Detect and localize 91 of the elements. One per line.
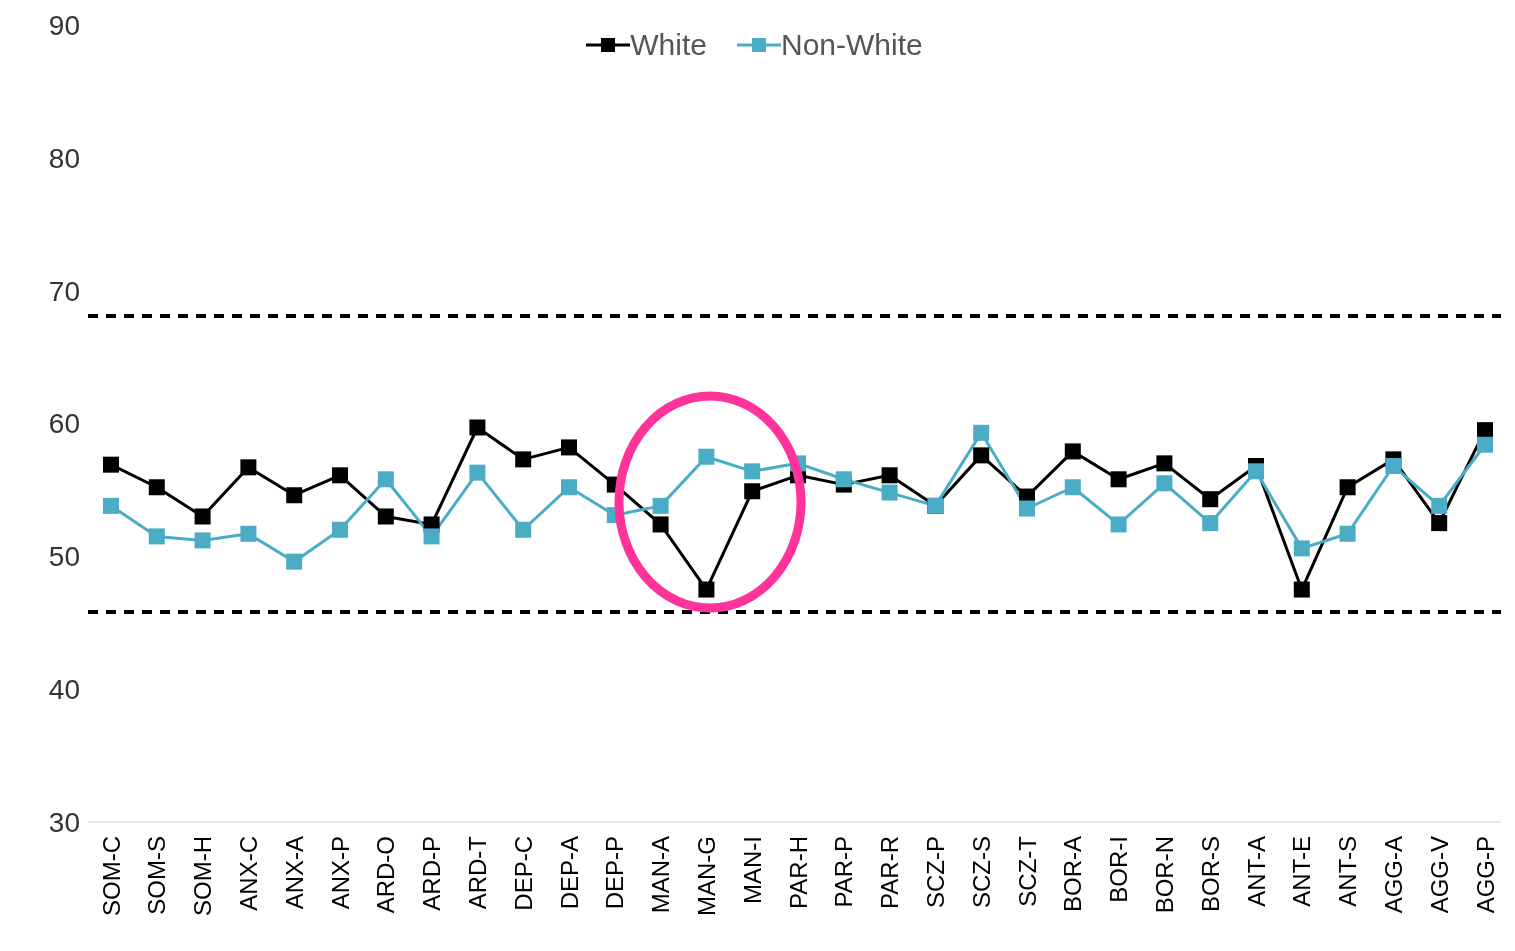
x-tick-label: SOM-H (189, 836, 217, 916)
x-tick-label: SOM-C (97, 836, 125, 916)
x-tick-label: ANX-C (234, 836, 262, 911)
point (652, 497, 669, 514)
legend-label: White (630, 28, 707, 62)
point (1156, 475, 1173, 492)
x-tick-label: AGG-P (1471, 836, 1499, 914)
point (332, 467, 348, 484)
point (148, 479, 165, 496)
x-tick-label: MAN-A (647, 836, 675, 914)
point (881, 467, 898, 484)
point (515, 521, 532, 538)
y-tick-label: 60 (48, 408, 80, 440)
point (1064, 443, 1081, 460)
x-tick-label: AGG-A (1379, 836, 1407, 914)
point (1248, 463, 1264, 480)
point (1339, 479, 1356, 496)
point (1110, 471, 1127, 488)
point (332, 521, 348, 538)
point (1477, 436, 1493, 453)
x-tick-label: MAN-I (738, 836, 766, 904)
point (561, 439, 577, 456)
y-tick-label: 30 (48, 806, 80, 838)
point (744, 463, 761, 480)
point (240, 525, 257, 542)
point (1339, 525, 1356, 542)
x-tick-label: DEP-C (509, 836, 537, 911)
point (1293, 540, 1310, 557)
point (469, 464, 486, 481)
point (561, 479, 577, 496)
x-tick-label: DEP-A (555, 836, 583, 910)
point (1202, 515, 1219, 532)
point (881, 484, 898, 501)
x-tick-label: PAR-H (784, 836, 812, 909)
point (286, 487, 303, 504)
y-tick-label: 40 (48, 674, 80, 706)
x-tick-label: BOR-I (1105, 836, 1133, 903)
point (1110, 516, 1127, 533)
point (973, 447, 990, 464)
point (1431, 497, 1448, 514)
x-tick-label: BOR-A (1059, 836, 1087, 913)
point (240, 459, 257, 476)
x-tick-label: ARD-P (418, 836, 446, 911)
point (515, 451, 532, 468)
point (698, 581, 715, 598)
point (1293, 581, 1310, 598)
x-tick-label: SCZ-P (921, 836, 949, 908)
x-tick-label: PAR-R (876, 836, 904, 909)
y-tick-label: 90 (48, 9, 80, 41)
x-tick-label: SCZ-S (967, 836, 995, 908)
x-tick-label: ARD-T (463, 835, 491, 910)
point (1431, 515, 1448, 532)
x-tick-label: BOR-N (1150, 836, 1178, 914)
point (1477, 422, 1493, 439)
x-tick-label: ANX-A (280, 836, 308, 910)
point (652, 516, 669, 533)
point (1385, 458, 1402, 475)
point (744, 483, 761, 500)
x-tick-label: SCZ-T (1013, 835, 1041, 907)
x-tick-label: AGG-V (1425, 836, 1453, 914)
point (377, 471, 394, 488)
point (423, 528, 440, 545)
x-tick-label: SOM-S (143, 836, 171, 915)
point (698, 448, 715, 465)
x-tick-label: PAR-P (830, 836, 858, 908)
x-tick-label: ANT-E (1288, 836, 1316, 907)
y-tick-label: 70 (48, 275, 80, 307)
point (194, 508, 211, 525)
point (1019, 500, 1035, 517)
point (286, 553, 303, 570)
y-tick-label: 80 (48, 142, 80, 174)
point (1202, 491, 1219, 508)
point (103, 497, 119, 514)
point (469, 419, 486, 436)
point (1064, 479, 1081, 496)
point (973, 424, 990, 441)
point (1156, 455, 1173, 472)
x-tick-label: ANT-A (1242, 836, 1270, 907)
point (377, 508, 394, 525)
point (835, 471, 852, 488)
point (194, 532, 211, 549)
x-tick-label: BOR-S (1196, 836, 1224, 913)
x-tick-label: ARD-O (372, 836, 400, 914)
point (148, 528, 165, 545)
legend-label: Non-White (780, 28, 923, 62)
y-tick-label: 50 (48, 541, 80, 573)
x-tick-label: MAN-G (692, 836, 720, 916)
x-tick-label: ANT-S (1334, 836, 1362, 907)
x-tick-label: ANX-P (326, 836, 354, 910)
point (103, 456, 119, 473)
x-tick-label: DEP-P (601, 836, 629, 910)
